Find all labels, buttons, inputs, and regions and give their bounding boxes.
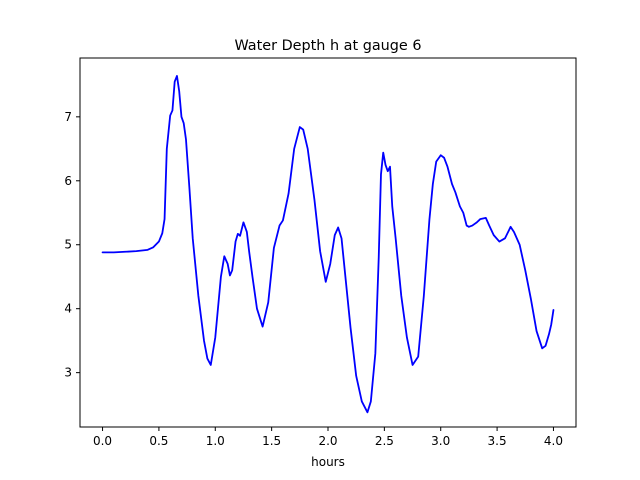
y-tick-label: 7 bbox=[64, 110, 72, 124]
x-axis-title: hours bbox=[311, 455, 345, 469]
x-tick-label: 3.5 bbox=[488, 434, 507, 448]
y-tick-label: 5 bbox=[64, 238, 72, 252]
y-tick-label: 6 bbox=[64, 174, 72, 188]
x-tick-label: 2.5 bbox=[375, 434, 394, 448]
x-tick-label: 0.0 bbox=[93, 434, 112, 448]
plot-area: 0.0 0.5 1.0 1.5 2.0 2.5 3.0 3.5 4.0 3 4 5 6 7 bbox=[64, 57, 577, 448]
series-line bbox=[101, 75, 555, 414]
x-tick-label: 4.0 bbox=[544, 434, 563, 448]
x-tick-label: 0.5 bbox=[149, 434, 168, 448]
x-tick-label: 1.5 bbox=[262, 434, 281, 448]
chart-title: Water Depth h at gauge 6 bbox=[234, 38, 421, 54]
y-tick-label: 3 bbox=[64, 366, 72, 380]
y-tick-label: 4 bbox=[64, 302, 72, 316]
x-tick-label: 1.0 bbox=[206, 434, 225, 448]
x-tick-label: 3.0 bbox=[431, 434, 450, 448]
x-tick-label: 2.0 bbox=[318, 434, 337, 448]
